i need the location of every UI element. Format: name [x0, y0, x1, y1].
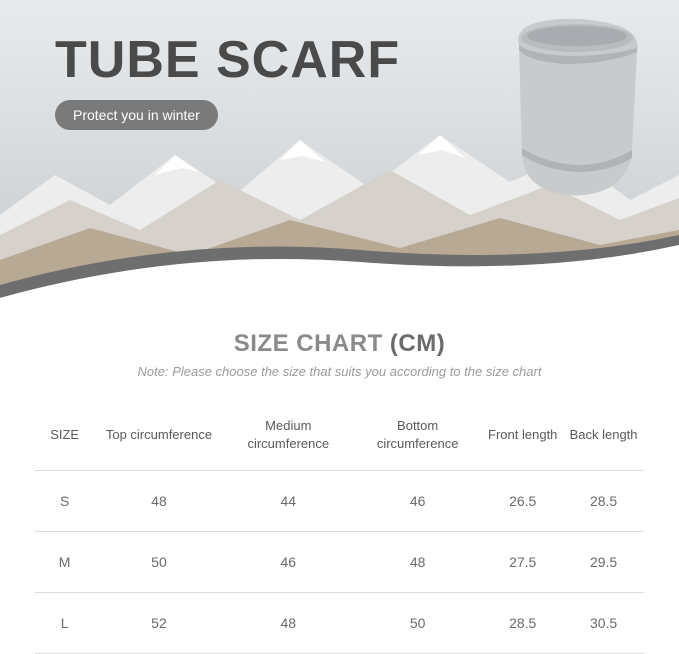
cell: 44	[224, 471, 353, 532]
cell: S	[35, 471, 94, 532]
chart-title: SIZE CHART (CM)	[35, 330, 644, 358]
table-row: M 50 46 48 27.5 29.5	[35, 532, 644, 593]
cell: 48	[224, 593, 353, 654]
cell: 29.5	[563, 532, 644, 593]
col-header: Bottom circumference	[353, 407, 482, 471]
cell: 28.5	[563, 471, 644, 532]
cell: L	[35, 593, 94, 654]
col-header: Medium circumference	[224, 407, 353, 471]
chart-note: Note: Please choose the size that suits …	[35, 364, 644, 379]
chart-title-text: SIZE CHART	[234, 330, 390, 357]
cell: 30.5	[563, 593, 644, 654]
hero-title: TUBE SCARF	[55, 30, 400, 90]
cell: 50	[353, 593, 482, 654]
cell: 48	[353, 532, 482, 593]
product-image	[489, 10, 649, 210]
table-row: S 48 44 46 26.5 28.5	[35, 471, 644, 532]
size-chart-section: SIZE CHART (CM) Note: Please choose the …	[0, 290, 679, 654]
cell: 46	[224, 532, 353, 593]
cell: 28.5	[482, 593, 563, 654]
chart-title-unit: (CM)	[390, 330, 445, 357]
cell: 46	[353, 471, 482, 532]
hero-subtitle-badge: Protect you in winter	[55, 100, 218, 130]
size-table: SIZE Top circumference Medium circumfere…	[35, 407, 644, 654]
cell: 27.5	[482, 532, 563, 593]
col-header: SIZE	[35, 407, 94, 471]
table-header-row: SIZE Top circumference Medium circumfere…	[35, 407, 644, 471]
col-header: Top circumference	[94, 407, 223, 471]
col-header: Back length	[563, 407, 644, 471]
cell: 50	[94, 532, 223, 593]
cell: M	[35, 532, 94, 593]
col-header: Front length	[482, 407, 563, 471]
cell: 52	[94, 593, 223, 654]
table-row: L 52 48 50 28.5 30.5	[35, 593, 644, 654]
cell: 26.5	[482, 471, 563, 532]
cell: 48	[94, 471, 223, 532]
